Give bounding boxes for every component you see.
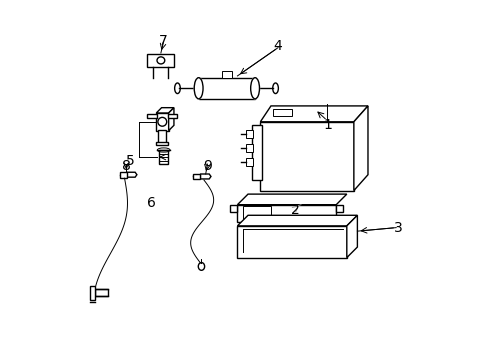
Bar bbox=[158, 130, 165, 143]
Bar bbox=[159, 150, 168, 164]
Polygon shape bbox=[346, 215, 357, 258]
Ellipse shape bbox=[250, 78, 259, 99]
Polygon shape bbox=[167, 114, 177, 118]
Polygon shape bbox=[156, 113, 168, 131]
Polygon shape bbox=[353, 106, 367, 190]
Text: 5: 5 bbox=[125, 154, 134, 168]
Polygon shape bbox=[147, 114, 157, 118]
Bar bbox=[95, 289, 108, 296]
Bar bbox=[221, 71, 232, 78]
Polygon shape bbox=[156, 108, 174, 113]
Bar bbox=[193, 174, 200, 179]
Text: 1: 1 bbox=[322, 118, 331, 132]
Polygon shape bbox=[230, 205, 237, 212]
Text: 8: 8 bbox=[122, 159, 130, 173]
Bar bbox=[260, 122, 353, 190]
Polygon shape bbox=[126, 172, 137, 177]
Text: 7: 7 bbox=[159, 33, 167, 48]
Ellipse shape bbox=[194, 78, 203, 99]
Bar bbox=[246, 158, 252, 166]
Polygon shape bbox=[237, 215, 357, 226]
Polygon shape bbox=[260, 106, 367, 122]
Bar bbox=[120, 172, 126, 177]
Bar bbox=[147, 54, 174, 67]
Polygon shape bbox=[336, 205, 343, 212]
Polygon shape bbox=[200, 174, 210, 179]
Bar bbox=[237, 226, 346, 258]
Text: 2: 2 bbox=[291, 203, 300, 217]
Polygon shape bbox=[237, 194, 346, 205]
Bar bbox=[246, 144, 252, 152]
Text: 9: 9 bbox=[203, 159, 211, 173]
Polygon shape bbox=[237, 205, 336, 222]
Bar bbox=[251, 125, 262, 180]
Bar bbox=[246, 130, 252, 138]
Polygon shape bbox=[168, 108, 174, 131]
Text: 3: 3 bbox=[393, 221, 402, 235]
Text: 4: 4 bbox=[273, 39, 282, 53]
Bar bbox=[198, 78, 255, 99]
Bar bbox=[242, 207, 270, 221]
Bar bbox=[156, 142, 167, 145]
Bar bbox=[90, 286, 95, 300]
Bar bbox=[272, 109, 291, 117]
Text: 6: 6 bbox=[146, 196, 155, 210]
